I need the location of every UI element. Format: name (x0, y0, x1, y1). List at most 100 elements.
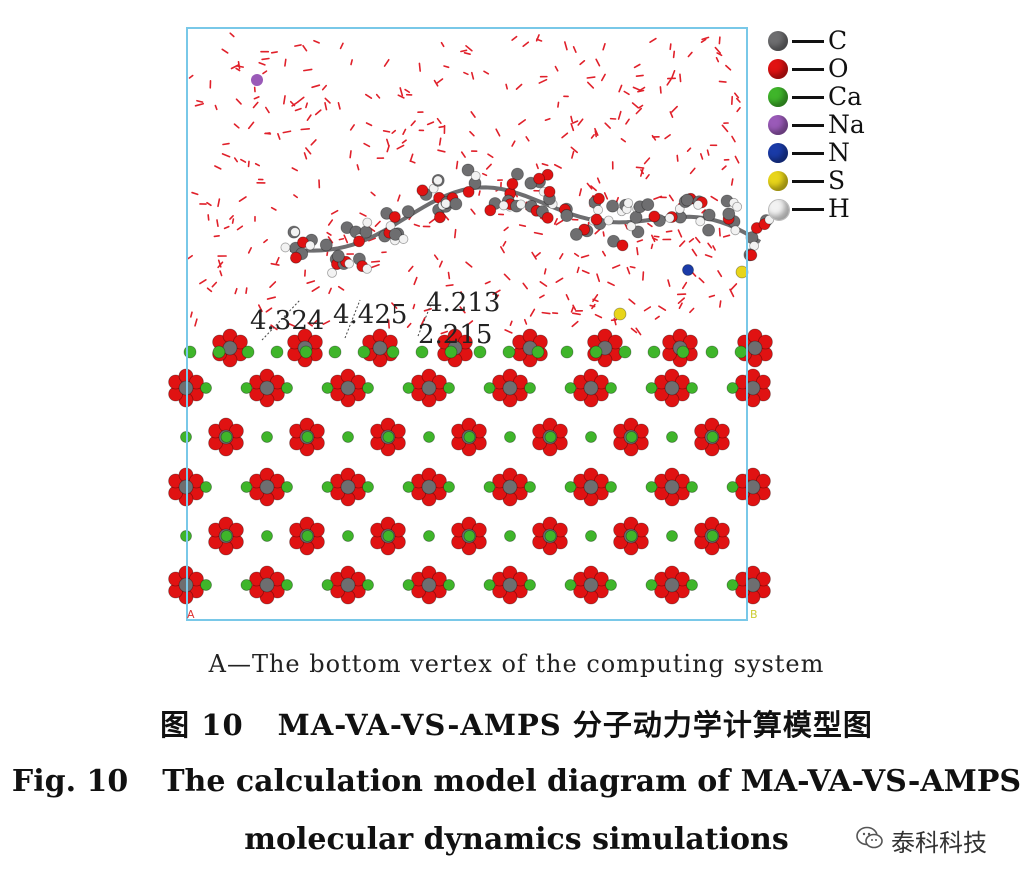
carbon-atom (583, 479, 599, 495)
carbon-atom (502, 380, 518, 396)
water-molecule (586, 76, 596, 79)
water-molecule (679, 73, 682, 83)
carbon-atom (745, 479, 761, 495)
calcium-atom (220, 530, 233, 542)
sulfur-atom (613, 307, 627, 321)
water-molecule (234, 287, 238, 295)
water-molecule (321, 84, 328, 91)
water-molecule (623, 90, 630, 96)
water-molecule (553, 218, 558, 225)
water-molecule (418, 62, 422, 72)
sodium-ion (251, 74, 263, 86)
water-molecule (735, 97, 741, 103)
hydrogen-atom (498, 200, 509, 211)
water-molecule (440, 330, 449, 335)
water-molecule (463, 71, 469, 76)
calcium-atom (645, 382, 658, 394)
water-molecule (730, 178, 734, 186)
water-molecule (306, 114, 312, 121)
simulation-box (186, 27, 748, 621)
water-molecule (460, 49, 468, 53)
legend-item-o: O (768, 54, 888, 84)
carbon-atom (421, 380, 437, 396)
figure-caption-en: Fig. 10 The calculation model diagram of … (0, 764, 1033, 799)
calcium-atom (362, 382, 374, 394)
calcium-atom (483, 382, 496, 394)
water-molecule (590, 185, 597, 192)
water-molecule (265, 307, 273, 313)
water-molecule (339, 42, 344, 50)
water-molecule (677, 229, 683, 238)
water-molecule (672, 50, 676, 59)
oxygen-atom (616, 239, 629, 252)
carbon-atom (745, 577, 761, 593)
calcium-atom (666, 530, 678, 542)
oxygen-atom (388, 211, 401, 223)
water-molecule (455, 160, 459, 170)
hydrogen-atom (398, 234, 409, 244)
carbon-atom (259, 380, 275, 396)
water-molecule (310, 139, 317, 146)
legend-item-na: Na (768, 110, 888, 140)
water-molecule (370, 260, 381, 263)
water-molecule (698, 277, 705, 284)
carbon-atom (560, 209, 574, 222)
calcium-atom (734, 345, 748, 359)
calcium-atom (402, 579, 415, 591)
legend-line (792, 68, 824, 71)
water-molecule (677, 297, 686, 304)
calcium-atom (463, 431, 476, 443)
water-molecule (266, 296, 277, 300)
water-molecule (539, 294, 545, 299)
water-molecule (437, 149, 446, 153)
water-molecule (704, 254, 713, 258)
water-molecule (529, 308, 536, 317)
water-molecule (642, 271, 645, 281)
water-molecule (433, 254, 439, 261)
oxygen-atom (745, 249, 758, 262)
water-molecule (311, 286, 320, 293)
water-molecule (494, 294, 500, 301)
calcium-atom (726, 382, 739, 394)
water-molecule (718, 36, 721, 45)
water-molecule (485, 163, 492, 170)
water-molecule (426, 121, 435, 126)
water-molecule (470, 111, 476, 118)
water-molecule (592, 293, 599, 303)
hydrogen-atom (433, 175, 443, 186)
water-molecule (607, 281, 615, 287)
water-molecule (630, 327, 638, 334)
water-molecule (217, 198, 221, 208)
water-molecule (544, 117, 551, 122)
legend-item-c: C (768, 26, 888, 56)
calcium-atom (443, 481, 455, 493)
water-molecule (275, 256, 280, 265)
water-molecule (311, 84, 321, 89)
water-molecule (264, 106, 270, 114)
water-molecule (221, 153, 231, 158)
calcium-atom (686, 579, 698, 591)
distance-label-1: 4.324 (250, 306, 325, 336)
water-molecule (659, 86, 662, 94)
water-molecule (258, 61, 266, 66)
distance-label-3: 4.213 (426, 288, 501, 318)
water-molecule (409, 153, 414, 163)
element-legend: C O Ca Na N S H (768, 26, 888, 224)
water-molecule (629, 265, 636, 269)
water-molecule (535, 163, 539, 170)
calcium-atom (200, 579, 212, 591)
calcium-atom (544, 530, 557, 542)
water-molecule (423, 308, 432, 312)
water-molecule (253, 96, 260, 100)
water-molecule (518, 119, 527, 126)
legend-label: N (828, 138, 850, 167)
figure-title-cn: MA-VA-VS-AMPS 分子动力学计算模型图 (277, 708, 873, 742)
water-molecule (650, 234, 656, 243)
water-molecule (591, 303, 596, 310)
water-molecule (307, 322, 314, 327)
hydrogen-atom (344, 258, 354, 269)
carbon-atom (641, 198, 655, 211)
water-molecule (533, 231, 544, 235)
water-molecule (636, 247, 639, 256)
legend-label: Na (828, 110, 865, 139)
